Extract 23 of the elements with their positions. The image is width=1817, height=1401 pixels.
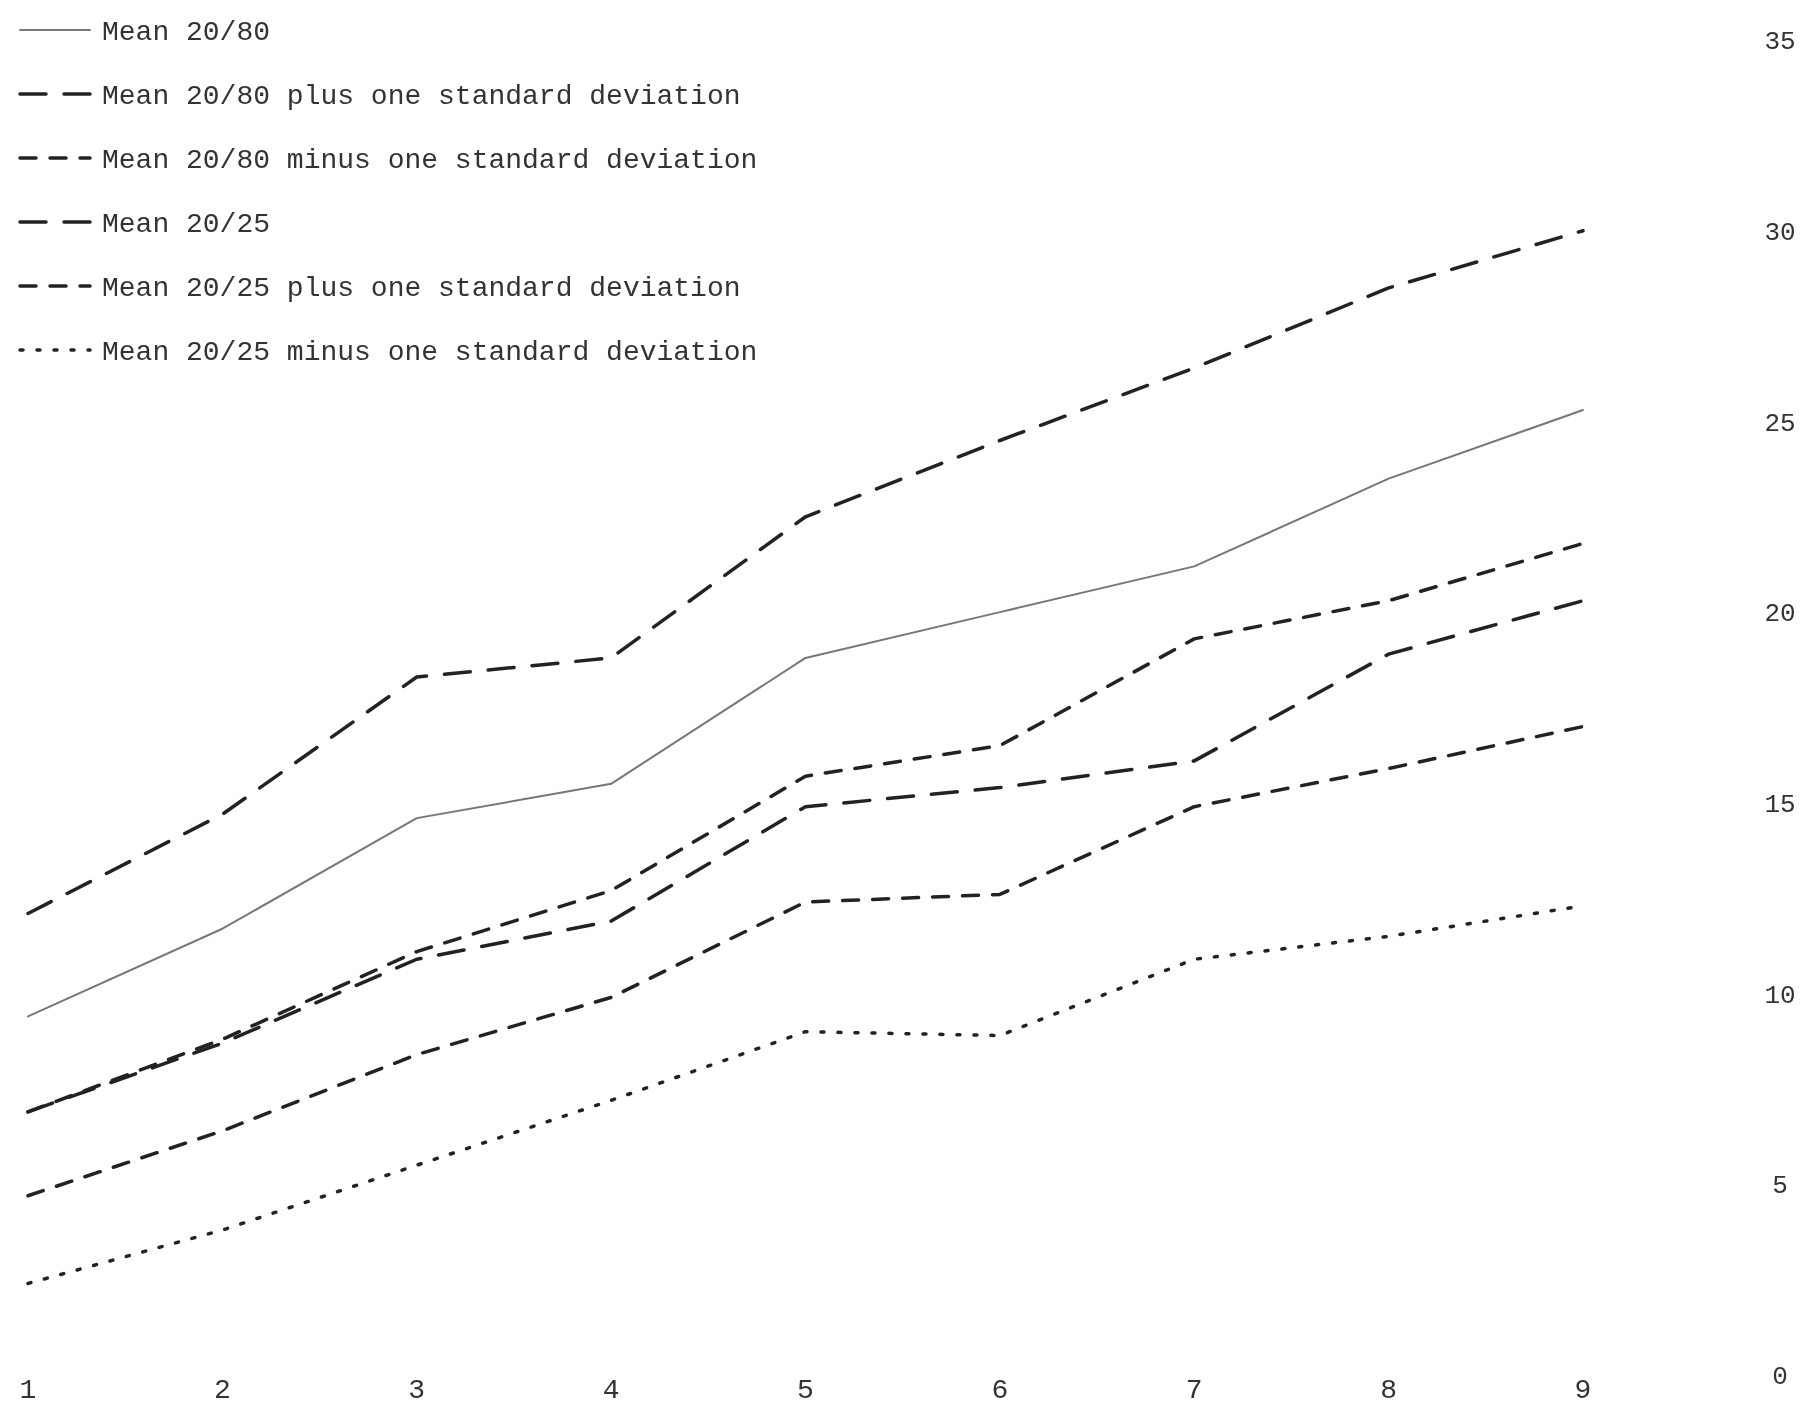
x-tick-label: 9 (1574, 1375, 1592, 1401)
x-tick-label: 3 (408, 1375, 426, 1401)
x-tick-label: 6 (991, 1375, 1009, 1401)
y-tick-label: 5 (1772, 1171, 1788, 1202)
y-tick-label: 25 (1764, 408, 1796, 439)
legend-label: Mean 20/25 plus one standard deviation (102, 272, 741, 304)
x-tick-label: 5 (797, 1375, 814, 1401)
legend-label: Mean 20/25 (102, 208, 271, 240)
x-tick-label: 2 (213, 1375, 231, 1401)
x-tick-label: 1 (19, 1375, 37, 1401)
legend-label: Mean 20/25 minus one standard deviation (102, 336, 758, 368)
x-tick-label: 7 (1185, 1375, 1203, 1401)
y-tick-label: 15 (1764, 789, 1796, 820)
y-tick-label: 20 (1764, 599, 1796, 630)
legend-label: Mean 20/80 plus one standard deviation (102, 80, 741, 112)
y-tick-label: 10 (1764, 980, 1796, 1011)
y-tick-label: 30 (1764, 217, 1796, 248)
y-tick-label: 35 (1764, 27, 1796, 58)
legend-label: Mean 20/80 (102, 16, 271, 48)
x-tick-label: 8 (1380, 1375, 1398, 1401)
y-tick-label: 0 (1772, 1362, 1788, 1393)
legend-label: Mean 20/80 minus one standard deviation (102, 144, 758, 176)
x-tick-label: 4 (602, 1375, 620, 1401)
